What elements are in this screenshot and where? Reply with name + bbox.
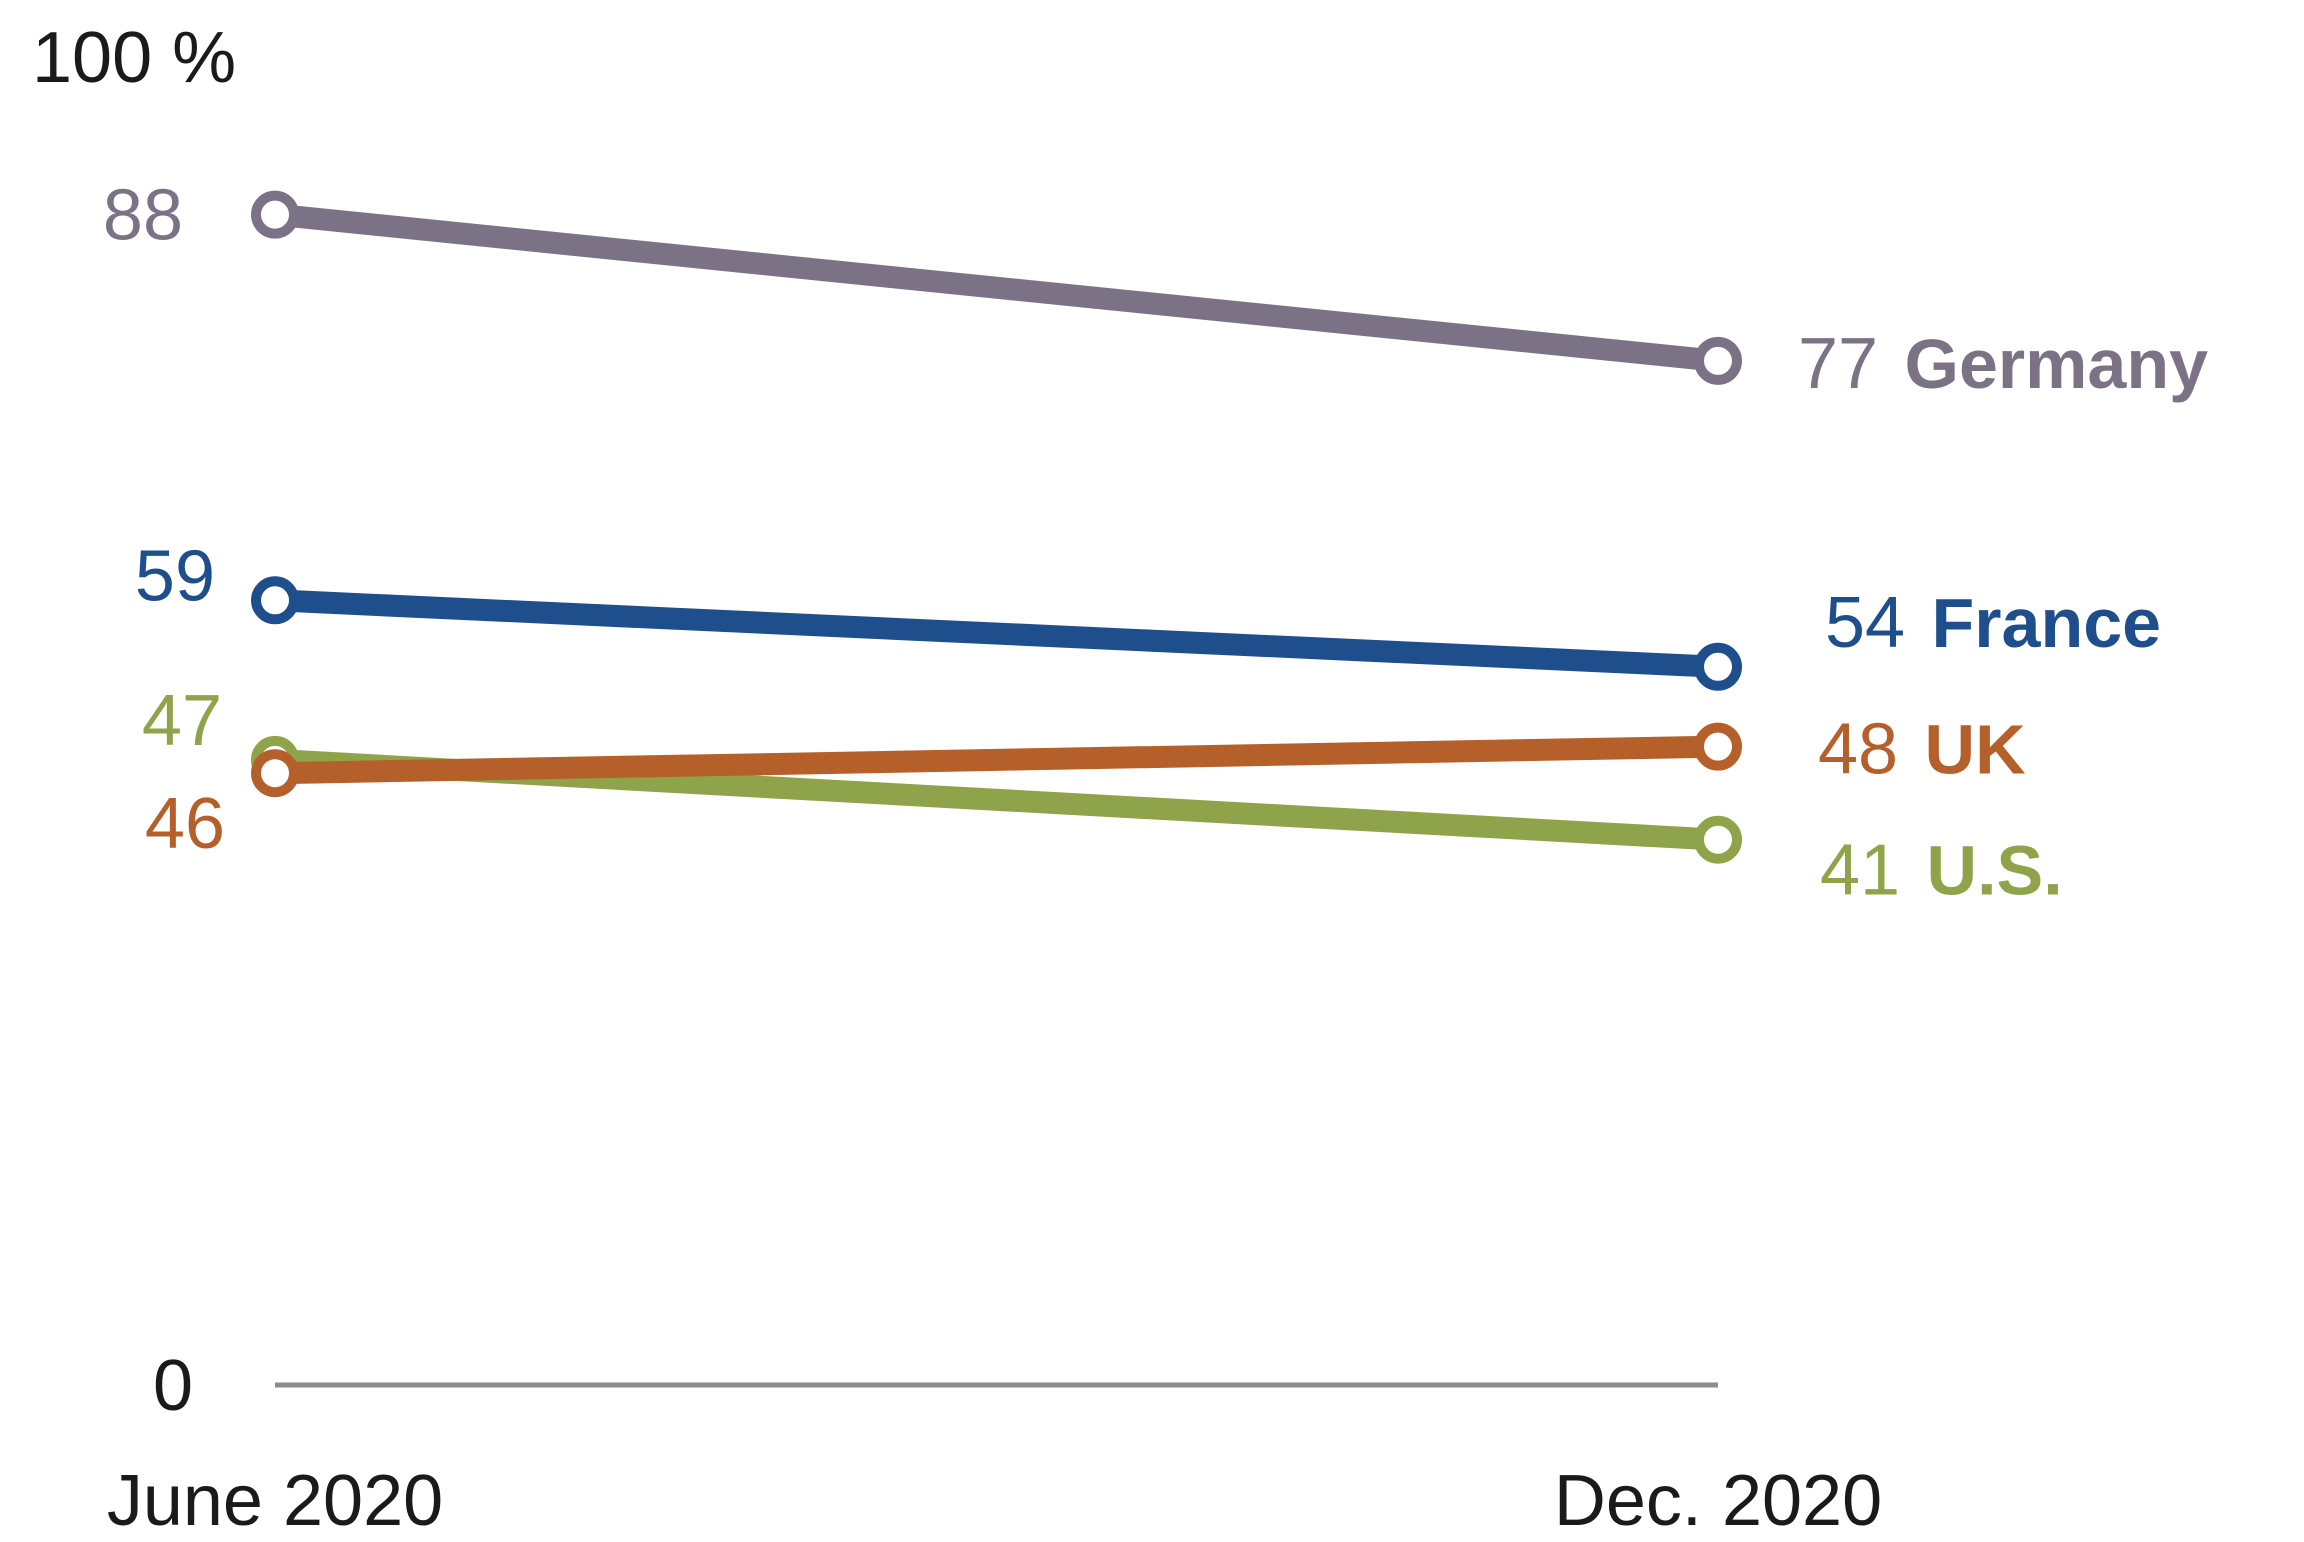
series-name-germany: Germany bbox=[1905, 325, 2209, 403]
x-tick-label-dec-2020: Dec. 2020 bbox=[1554, 1461, 1882, 1541]
data-label-germany-june-2020: 88 bbox=[103, 176, 183, 256]
data-point-germany-june-2020 bbox=[251, 190, 299, 239]
series-name-france: France bbox=[1932, 584, 2162, 662]
axis-layer: 0 100 % June 2020 Dec. 2020 bbox=[32, 18, 1882, 1541]
data-point-france-dec-2020 bbox=[1694, 642, 1742, 691]
data-point-uk-dec-2020 bbox=[1694, 722, 1742, 771]
data-point-us-dec-2020 bbox=[1694, 815, 1742, 864]
series-name-us: U.S. bbox=[1927, 832, 2063, 910]
data-label-us-june-2020: 47 bbox=[142, 681, 222, 761]
end-label-germany: 77 Germany bbox=[1798, 324, 2208, 404]
y-tick-label-0: 0 bbox=[153, 1346, 193, 1426]
series-line-france bbox=[264, 589, 1729, 678]
data-point-uk-june-2020 bbox=[251, 749, 299, 798]
series-layer: 88 77 Germany 59 54 France 47 41 U.S. 46… bbox=[103, 176, 2208, 911]
data-label-germany-dec-2020: 77 bbox=[1798, 324, 1878, 404]
series-name-uk: UK bbox=[1925, 711, 2026, 789]
data-point-germany-dec-2020 bbox=[1694, 336, 1742, 385]
end-label-france: 54 France bbox=[1825, 583, 2161, 663]
data-point-france-june-2020 bbox=[251, 576, 299, 625]
end-label-us: 41 U.S. bbox=[1820, 831, 2063, 911]
data-label-uk-dec-2020: 48 bbox=[1818, 710, 1898, 790]
series-line-uk bbox=[264, 735, 1729, 785]
data-label-uk-june-2020: 46 bbox=[145, 784, 225, 864]
end-label-uk: 48 UK bbox=[1818, 710, 2026, 790]
data-label-us-dec-2020: 41 bbox=[1820, 831, 1900, 911]
series-line-germany bbox=[264, 203, 1729, 372]
x-tick-label-june-2020: June 2020 bbox=[107, 1461, 443, 1541]
y-tick-label-100: 100 % bbox=[32, 18, 236, 98]
data-label-france-june-2020: 59 bbox=[135, 536, 215, 616]
data-label-france-dec-2020: 54 bbox=[1825, 583, 1905, 663]
